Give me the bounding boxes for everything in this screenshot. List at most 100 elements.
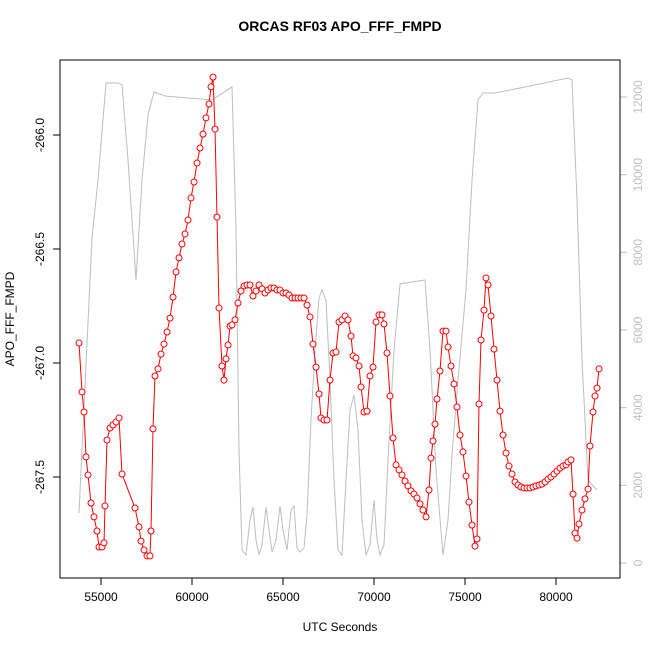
data-point [323,416,331,424]
data-point [502,449,510,457]
data-point [252,287,260,295]
data-point [90,513,98,521]
data-point [215,304,223,312]
data-point [228,321,236,329]
data-point [586,442,594,450]
data-point [369,363,377,371]
data-point [425,486,433,494]
data-point [480,306,488,314]
data-point [163,328,171,336]
data-point [459,448,467,456]
x-tick-label: 80000 [539,590,573,604]
data-point [416,500,424,508]
data-point [326,376,334,384]
data-point [211,125,219,133]
data-point [234,299,242,307]
data-point [352,354,360,362]
data-point [444,343,452,351]
series-line [78,77,598,557]
chart-title: ORCAS RF03 APO_FFF_FMPD [238,18,441,34]
data-point [573,534,581,542]
data-point [184,216,192,224]
data-point [581,495,589,503]
data-point [231,316,239,324]
data-point [80,408,88,416]
data-point [196,144,204,152]
data-point [151,372,159,380]
data-point [567,456,575,464]
data-point [87,499,95,507]
data-point [392,461,400,469]
data-point [380,320,388,328]
y2-tick-label: 2000 [631,472,645,499]
data-point [178,240,186,248]
data-point [404,482,412,490]
data-point [389,434,397,442]
data-point [309,340,317,348]
data-point [315,390,323,398]
data-point [468,521,476,529]
data-point [147,527,155,535]
y2-tick-label: 8000 [631,239,645,266]
data-point [306,313,314,321]
data-point [146,552,154,560]
x-tick-label: 70000 [357,590,391,604]
data-point [490,345,498,353]
y2-tick-label: 12000 [631,80,645,114]
data-point [386,392,394,400]
data-point [193,159,201,167]
data-point [436,367,444,375]
data-point [169,293,177,301]
data-point [82,453,90,461]
data-point [213,213,221,221]
x-tick-label: 55000 [84,590,118,604]
data-point [487,312,495,320]
data-point [473,535,481,543]
y-tick-label: -266.5 [33,232,47,266]
data-point [366,372,374,380]
data-point [378,311,386,319]
data-point [84,471,92,479]
data-point [447,362,455,370]
data-point [166,314,174,322]
data-point [431,420,439,428]
data-point [398,471,406,479]
data-point [453,403,461,411]
data-point [591,392,599,400]
data-point [344,316,352,324]
y2-tick-label: 10000 [631,158,645,192]
x-tick-label: 75000 [448,590,482,604]
data-point [355,362,363,370]
plot-frame [59,59,621,579]
data-point [499,431,507,439]
data-point [224,341,232,349]
y-axis-label: APO_FFF_FMPD [3,271,17,366]
data-point [100,539,108,547]
data-point [383,349,391,357]
data-point [137,537,145,545]
data-point [569,490,577,498]
data-point [249,292,257,300]
data-point [442,327,450,335]
data-point [462,472,470,480]
data-point [303,301,311,309]
data-point [332,348,340,356]
data-point [218,362,226,370]
data-point [175,254,183,262]
data-point [575,520,583,528]
y-tick-label: -266.0 [33,118,47,152]
data-point [484,281,492,289]
data-point [584,485,592,493]
data-point [300,294,308,302]
y2-tick-label: 0 [631,559,645,566]
data-point [154,365,162,373]
data-point [475,400,483,408]
x-tick-label: 65000 [266,590,300,604]
y2-tick-label: 4000 [631,394,645,421]
data-point [372,318,380,326]
data-point [190,178,198,186]
data-point [157,350,165,358]
y2-tick-label: 6000 [631,316,645,343]
data-point [413,494,421,502]
x-tick-label: 60000 [175,590,209,604]
